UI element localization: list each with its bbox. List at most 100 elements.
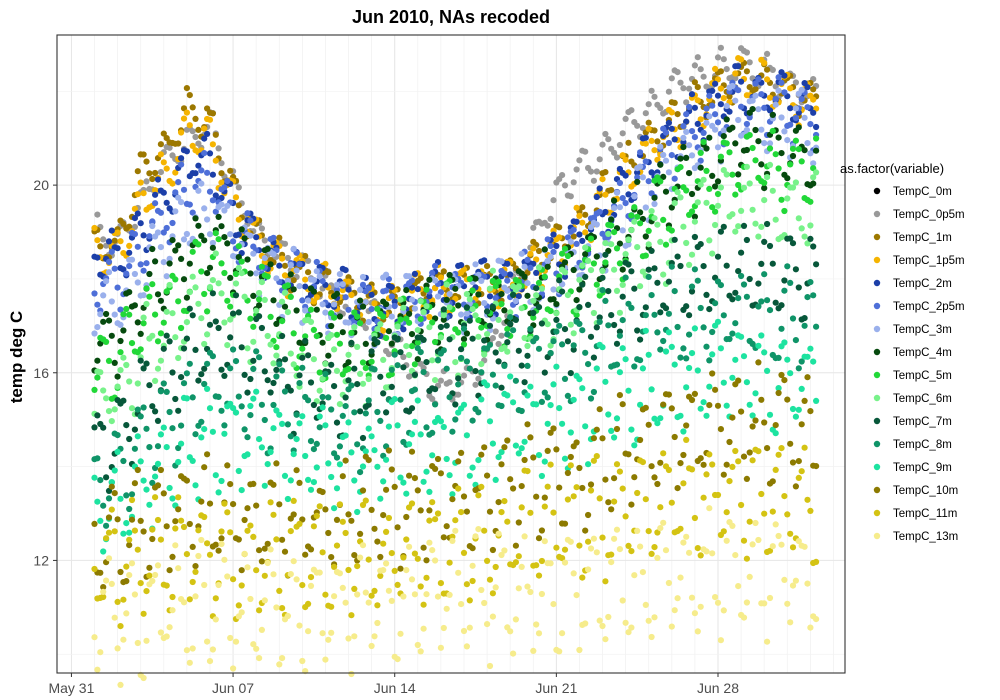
data-point	[238, 567, 245, 574]
data-point	[498, 300, 505, 308]
data-point	[706, 306, 713, 313]
data-point	[573, 312, 580, 319]
data-point	[267, 499, 274, 506]
data-point	[561, 182, 569, 189]
data-point	[183, 230, 190, 238]
data-point	[492, 584, 499, 591]
data-point	[616, 468, 624, 475]
data-point	[140, 267, 147, 274]
data-point	[126, 311, 133, 318]
data-point	[108, 506, 115, 513]
data-point	[146, 444, 153, 451]
data-point	[204, 331, 211, 338]
data-point	[357, 286, 364, 293]
data-point	[541, 389, 548, 396]
data-point	[665, 88, 673, 95]
data-point	[475, 291, 482, 298]
data-point	[579, 574, 586, 581]
data-point	[126, 505, 133, 513]
data-point	[348, 339, 355, 346]
data-point	[333, 516, 341, 524]
data-point	[582, 423, 589, 430]
data-point	[567, 538, 574, 545]
data-point	[414, 327, 421, 334]
data-point	[455, 458, 462, 465]
data-point	[143, 158, 150, 165]
legend-item: TempC_7m	[873, 416, 952, 428]
data-point	[605, 322, 612, 329]
data-point	[152, 408, 159, 415]
data-point	[587, 224, 595, 231]
data-point	[117, 321, 124, 328]
data-point	[743, 599, 751, 606]
data-point	[758, 490, 765, 498]
legend-label: TempC_5m	[893, 370, 952, 382]
data-point	[339, 518, 346, 525]
data-point	[178, 129, 185, 136]
data-point	[668, 109, 675, 116]
data-point	[535, 279, 543, 286]
data-point	[434, 510, 442, 517]
data-point	[527, 588, 534, 596]
data-point	[391, 298, 398, 305]
data-point	[706, 237, 713, 244]
data-point	[611, 475, 618, 482]
data-point	[204, 385, 211, 392]
data-point	[524, 256, 531, 263]
data-point	[250, 641, 257, 648]
data-point	[795, 538, 802, 545]
data-point	[616, 309, 624, 316]
data-point	[585, 566, 592, 573]
data-point	[738, 56, 745, 63]
data-point	[339, 287, 346, 294]
data-point	[452, 416, 459, 423]
data-point	[576, 231, 583, 238]
data-point	[559, 420, 566, 427]
data-point	[694, 199, 701, 206]
data-point	[706, 185, 713, 192]
data-point	[720, 95, 727, 102]
data-point	[556, 648, 563, 655]
data-point	[267, 341, 274, 348]
data-point	[169, 310, 176, 317]
data-point	[530, 297, 537, 304]
data-point	[475, 409, 482, 416]
data-point	[152, 377, 159, 384]
data-point	[671, 607, 678, 614]
data-point	[677, 79, 684, 86]
data-point	[201, 340, 208, 348]
data-point	[697, 181, 704, 188]
data-point	[114, 373, 121, 380]
data-point	[657, 309, 664, 316]
data-point	[183, 370, 190, 377]
data-point	[527, 383, 534, 390]
data-point	[328, 361, 335, 368]
data-point	[683, 239, 690, 247]
data-point	[498, 551, 505, 559]
data-point	[455, 391, 462, 398]
data-point	[449, 428, 456, 435]
data-point	[599, 435, 606, 442]
data-point	[498, 332, 505, 339]
data-point	[550, 197, 557, 204]
data-point	[244, 451, 251, 458]
data-point	[596, 406, 603, 413]
data-point	[587, 545, 595, 552]
data-point	[221, 430, 228, 437]
data-point	[279, 298, 286, 305]
data-point	[140, 404, 147, 411]
data-point	[772, 95, 779, 103]
data-point	[120, 596, 127, 603]
data-point	[475, 526, 482, 533]
data-point	[388, 340, 395, 347]
data-point	[657, 238, 664, 245]
data-point	[380, 511, 387, 519]
data-point	[538, 320, 546, 327]
data-point	[411, 418, 418, 425]
data-point	[351, 409, 358, 416]
data-point	[137, 220, 144, 227]
data-point	[256, 296, 263, 303]
data-point	[593, 324, 600, 331]
data-point	[163, 135, 170, 142]
data-point	[201, 205, 208, 212]
